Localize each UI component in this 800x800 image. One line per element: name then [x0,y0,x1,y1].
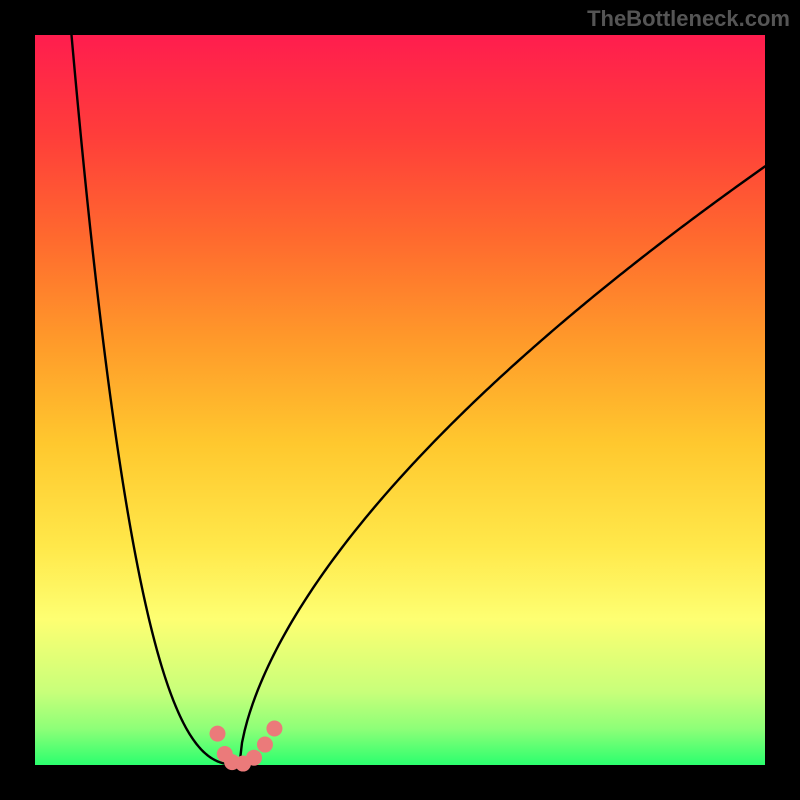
data-marker [246,750,262,766]
watermark-text: TheBottleneck.com [587,6,790,32]
chart-container: TheBottleneck.com [0,0,800,800]
plot-background [35,35,765,765]
data-marker [266,721,282,737]
data-marker [210,726,226,742]
data-marker [257,737,273,753]
chart-svg [0,0,800,800]
